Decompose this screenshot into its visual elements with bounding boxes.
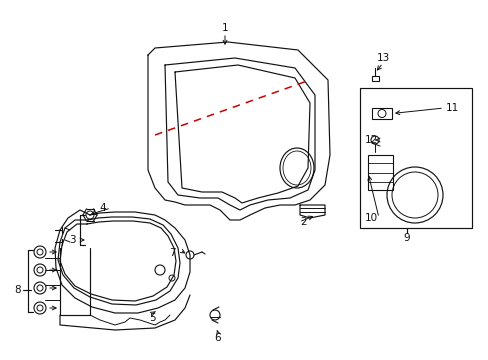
Bar	[371, 76, 378, 81]
Text: 8: 8	[15, 285, 21, 295]
Bar	[371, 108, 391, 119]
Text: 7: 7	[168, 248, 175, 258]
Bar	[367, 155, 392, 190]
Text: 1: 1	[221, 23, 228, 33]
Bar	[359, 88, 471, 228]
Text: 13: 13	[376, 53, 389, 63]
Text: 10: 10	[364, 213, 377, 223]
Text: 11: 11	[445, 103, 458, 113]
Text: 3: 3	[68, 235, 75, 245]
Text: 4: 4	[100, 203, 106, 213]
Text: 5: 5	[149, 313, 156, 323]
Text: 2: 2	[300, 217, 306, 227]
Text: 12: 12	[364, 135, 377, 145]
Text: 9: 9	[403, 233, 409, 243]
Text: 6: 6	[214, 333, 221, 343]
